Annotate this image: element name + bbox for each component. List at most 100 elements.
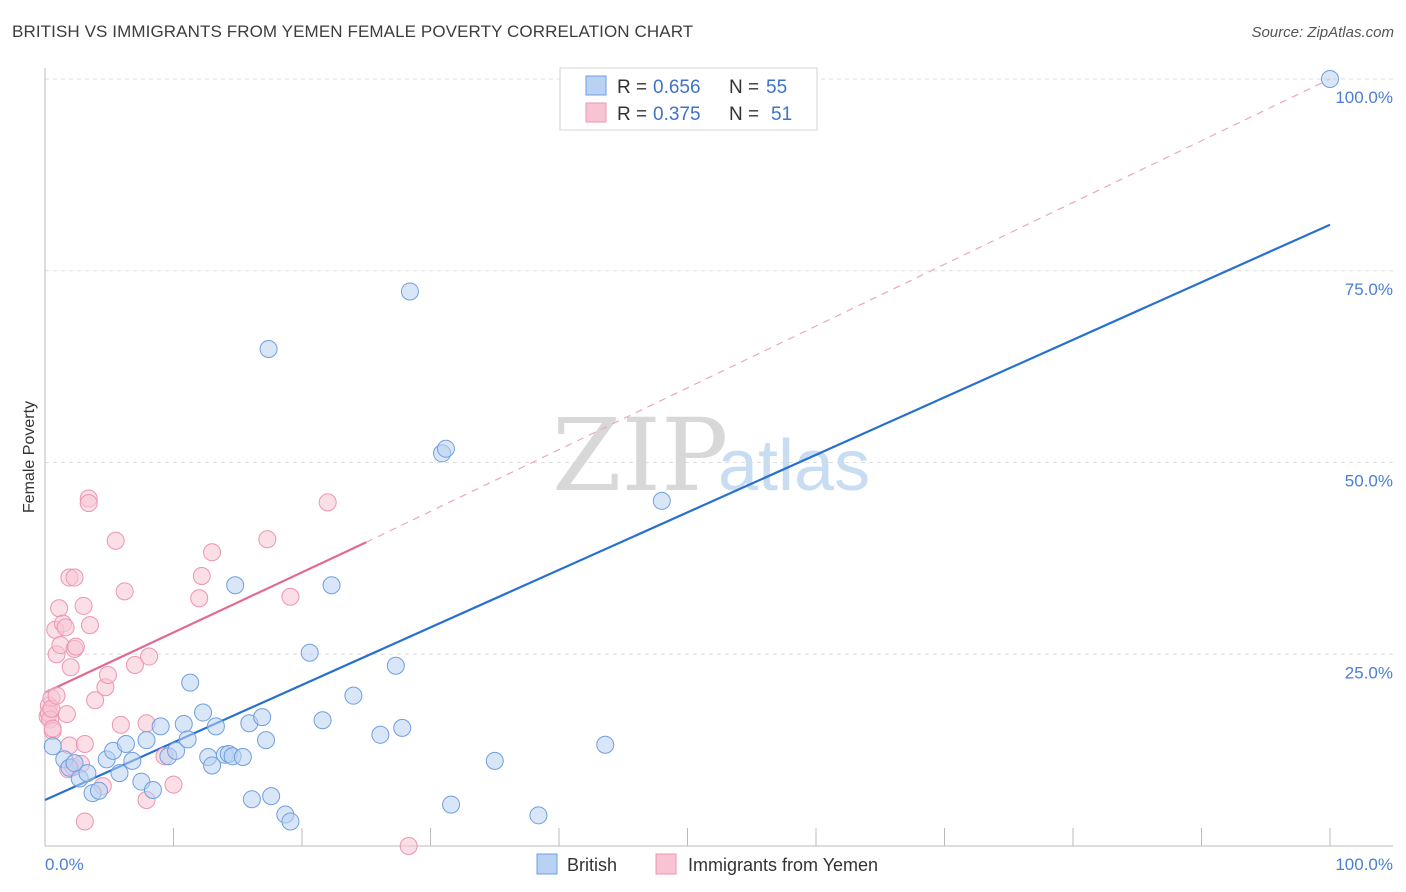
yemen-point [164, 775, 183, 794]
yemen-point [61, 658, 80, 677]
yemen-point [192, 567, 211, 586]
yemen-point [75, 812, 94, 831]
yemen-point [106, 531, 125, 550]
yemen-r-value: 0.375 [653, 104, 701, 125]
british-n-value: 55 [766, 77, 787, 98]
watermark-zip: ZIP [552, 397, 728, 514]
british-trend-line [44, 223, 1331, 801]
series-legend: British Immigrants from Yemen [536, 853, 878, 875]
yemen-point [74, 596, 93, 615]
yemen-point [203, 543, 222, 562]
british-point [1321, 70, 1339, 88]
british-point [652, 491, 671, 510]
british-point [89, 781, 108, 800]
british-point [143, 781, 162, 800]
legend-british-swatch [536, 853, 558, 875]
x-tick-labels: 0.0% 100.0% [45, 855, 1393, 874]
british-point [110, 764, 129, 783]
yemen-point [75, 734, 94, 753]
british-point [300, 643, 319, 662]
british-point [313, 711, 332, 730]
british-point [233, 748, 252, 767]
yemen-point [43, 719, 62, 738]
british-point [78, 764, 97, 783]
y-tick-label: 100.0% [1335, 88, 1393, 107]
yemen-point [115, 582, 134, 601]
legend-british-label: British [567, 855, 617, 875]
british-point [226, 576, 245, 595]
legend-yemen-label: Immigrants from Yemen [688, 855, 878, 875]
yemen-r-label: R = [617, 104, 647, 125]
trend-lines [44, 78, 1331, 801]
british-point [257, 731, 276, 750]
y-tick-labels: 25.0% 50.0% 75.0% 100.0% [1335, 88, 1393, 682]
chart-source: Source: ZipAtlas.com [1251, 24, 1394, 41]
british-point [151, 717, 170, 736]
british-point [43, 737, 62, 756]
british-point [281, 812, 300, 831]
yemen-n-label: N = [729, 104, 759, 125]
chart-title: BRITISH VS IMMIGRANTS FROM YEMEN FEMALE … [12, 22, 694, 41]
yemen-point [47, 686, 66, 705]
british-point [137, 731, 156, 750]
legend-yemen-swatch [655, 853, 677, 875]
yemen-point [86, 691, 105, 710]
british-point [116, 734, 135, 753]
y-tick-label: 75.0% [1345, 280, 1393, 299]
y-tick-label: 25.0% [1345, 663, 1393, 682]
british-point [371, 725, 390, 744]
british-point [178, 730, 197, 749]
yemen-point [190, 589, 209, 608]
british-r-value: 0.656 [653, 77, 701, 98]
yemen-point [66, 637, 85, 656]
british-point [181, 673, 200, 692]
yemen-trend-line [44, 541, 367, 694]
british-point [529, 806, 548, 825]
stats-legend: R = 0.656 N = 55 R = 0.375 N = 51 [559, 67, 818, 131]
british-point [167, 741, 186, 760]
yemen-point [50, 599, 69, 618]
yemen-point [79, 494, 98, 513]
british-point [262, 787, 281, 806]
british-point [442, 795, 461, 814]
x-tick-label-min: 0.0% [45, 855, 84, 874]
british-swatch [585, 75, 607, 96]
british-point [259, 339, 278, 358]
watermark-atlas: atlas [718, 426, 870, 506]
y-tick-label: 50.0% [1345, 472, 1393, 491]
british-point [174, 715, 193, 734]
british-point [386, 656, 405, 675]
yemen-swatch [585, 102, 607, 123]
yemen-point [56, 618, 75, 637]
yemen-point [65, 568, 84, 587]
british-point [393, 718, 412, 737]
x-tick-label-max: 100.0% [1335, 855, 1393, 874]
british-point [436, 439, 455, 458]
data-points [38, 70, 1339, 855]
british-point [400, 282, 419, 301]
british-point [596, 735, 615, 754]
british-point [206, 717, 225, 736]
yemen-point [281, 587, 300, 606]
yemen-n-value: 51 [771, 104, 792, 125]
british-point [485, 751, 504, 770]
british-point [203, 756, 222, 775]
yemen-trend-extension [365, 78, 1331, 543]
y-axis-label: Female Poverty [21, 401, 38, 513]
yemen-point [80, 616, 99, 635]
yemen-point [140, 647, 159, 666]
british-point [344, 686, 363, 705]
yemen-point [399, 837, 418, 855]
british-point [242, 790, 261, 809]
yemen-point [57, 705, 76, 724]
british-n-label: N = [729, 77, 759, 98]
yemen-point [125, 655, 144, 674]
british-r-label: R = [617, 77, 647, 98]
british-point [253, 708, 272, 727]
grid-lines [45, 78, 1393, 655]
british-point [194, 703, 213, 722]
yemen-point [111, 715, 130, 734]
british-point [322, 576, 341, 595]
british-point [123, 751, 142, 770]
